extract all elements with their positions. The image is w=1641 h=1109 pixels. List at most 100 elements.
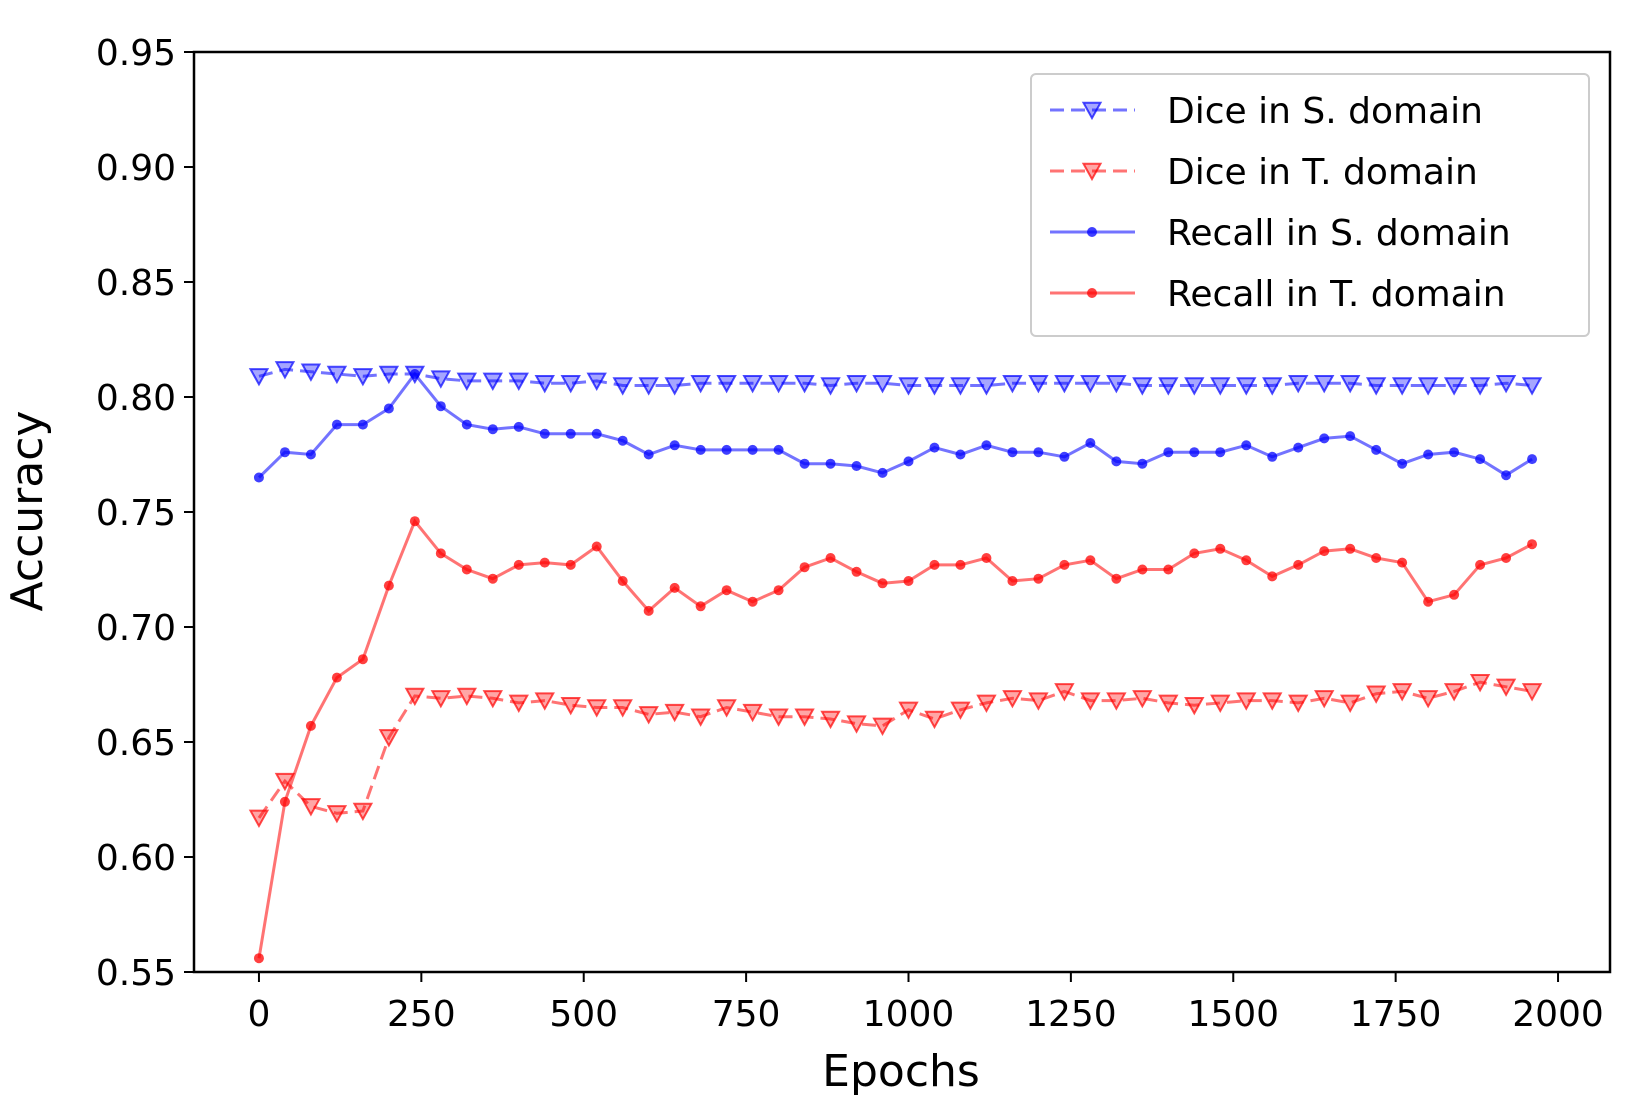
data-point (409, 369, 420, 379)
data-point (1184, 377, 1205, 396)
data-point (1189, 447, 1200, 458)
y-tick-label: 0.90 (96, 148, 176, 189)
data-point (1236, 692, 1257, 711)
data-point (1365, 685, 1387, 704)
legend-marker (1087, 288, 1097, 298)
data-point (1417, 690, 1439, 709)
data-point (617, 576, 628, 586)
data-point (1475, 559, 1486, 570)
data-point (1475, 454, 1486, 465)
data-point (1106, 692, 1127, 711)
data-point (565, 428, 576, 439)
data-point (539, 428, 550, 439)
series-3 (253, 516, 1538, 964)
data-point (955, 449, 966, 460)
data-point (435, 548, 446, 559)
data-point (638, 706, 659, 725)
data-point (1391, 377, 1413, 396)
data-point (716, 699, 737, 718)
data-point (773, 444, 784, 455)
data-point (825, 458, 836, 469)
data-point (799, 562, 810, 573)
data-point (560, 374, 581, 394)
legend-marker (1087, 227, 1097, 237)
data-point (305, 720, 316, 731)
series-2 (253, 369, 1538, 483)
data-point (617, 435, 628, 446)
data-point (981, 553, 992, 563)
data-point (591, 541, 602, 552)
data-point (643, 605, 654, 616)
data-point (820, 377, 841, 396)
data-point (1449, 447, 1460, 458)
data-point (326, 365, 348, 385)
data-point (1085, 555, 1096, 566)
data-point (898, 701, 919, 720)
data-point (1059, 559, 1070, 570)
data-point (248, 809, 270, 829)
data-point (695, 601, 706, 612)
data-point (300, 798, 322, 817)
legend-marker (1081, 101, 1103, 121)
data-point (1423, 449, 1434, 460)
data-point (456, 687, 478, 707)
y-tick-label: 0.65 (96, 723, 176, 764)
data-point (253, 472, 264, 483)
data-point (508, 372, 529, 392)
data-point (1080, 692, 1101, 711)
data-point (1293, 442, 1304, 453)
data-point (539, 557, 550, 568)
legend-entry-3: Recall in T. domain (1050, 274, 1506, 315)
data-point (638, 377, 659, 396)
legend-entry-2: Recall in S. domain (1050, 213, 1511, 254)
data-point (487, 573, 498, 584)
data-point (1319, 433, 1330, 444)
data-point (1293, 559, 1304, 570)
data-point (1215, 543, 1226, 554)
data-point (1215, 447, 1226, 458)
data-point (1137, 564, 1148, 575)
data-point (248, 368, 270, 387)
data-point (1028, 374, 1049, 394)
data-point (1236, 377, 1257, 396)
data-point (1085, 438, 1096, 448)
data-point (1339, 694, 1361, 714)
data-point (976, 694, 997, 714)
data-point (1527, 454, 1538, 465)
data-point (404, 687, 426, 707)
data-point (1443, 377, 1465, 396)
data-point (825, 553, 836, 563)
data-point (851, 461, 862, 471)
legend-entry-1: Dice in T. domain (1050, 152, 1478, 193)
data-point (1371, 553, 1382, 563)
series-line-1 (257, 680, 1533, 819)
data-point (1184, 696, 1205, 716)
data-point (409, 516, 420, 527)
legend-label: Dice in S. domain (1167, 91, 1483, 132)
series-line-3 (257, 518, 1533, 959)
data-point (305, 449, 316, 460)
data-point (1007, 576, 1018, 586)
legend-label: Recall in T. domain (1167, 274, 1506, 315)
data-point (565, 559, 576, 570)
data-point (950, 377, 971, 396)
data-point (352, 802, 374, 822)
data-point (929, 442, 940, 453)
data-point (1339, 374, 1361, 394)
data-point (846, 374, 867, 394)
data-point (851, 566, 862, 577)
data-point (1469, 377, 1491, 396)
data-point (513, 559, 524, 570)
data-point (1002, 690, 1023, 709)
data-point (378, 729, 400, 748)
y-tick-label: 0.95 (96, 33, 176, 74)
data-point (456, 372, 478, 392)
data-point (1501, 470, 1512, 481)
data-point (357, 419, 368, 430)
data-point (1033, 447, 1044, 458)
y-tick-label: 0.55 (96, 953, 176, 994)
data-point (1054, 683, 1075, 702)
data-point (612, 699, 633, 718)
y-tick-label: 0.70 (96, 608, 176, 649)
